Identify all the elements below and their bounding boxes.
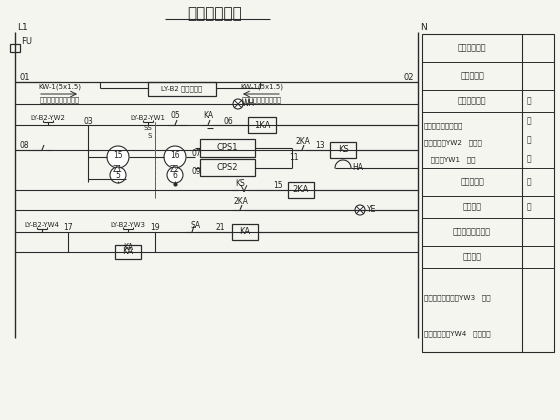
Text: 2KA: 2KA	[293, 186, 309, 194]
Bar	[288, 182, 314, 198]
Text: 时间继电器: 时间继电器	[460, 178, 484, 186]
Text: 备用泵自投继电器: 备用泵自投继电器	[453, 228, 491, 236]
Bar	[248, 117, 276, 133]
Text: 回: 回	[527, 178, 531, 186]
Bar	[232, 224, 258, 240]
Text: 液位控制原理: 液位控制原理	[188, 6, 242, 21]
Text: 19: 19	[150, 223, 160, 233]
Text: 路: 路	[527, 202, 531, 212]
Text: Z1: Z1	[113, 165, 123, 174]
Text: 至低位水箱液位传感器: 至低位水箱液位传感器	[40, 97, 80, 103]
Text: 停泵，高水位YW4   联锁解除: 停泵，高水位YW4 联锁解除	[424, 331, 491, 337]
Text: N: N	[420, 24, 427, 32]
Text: 控制电源保护: 控制电源保护	[458, 44, 486, 52]
Text: S: S	[148, 133, 152, 139]
Text: 09: 09	[191, 166, 201, 176]
Text: SA: SA	[191, 220, 201, 229]
Text: 11: 11	[290, 153, 298, 163]
Text: 事故音响: 事故音响	[463, 202, 482, 212]
Text: 2KA: 2KA	[296, 136, 310, 145]
Text: 08: 08	[19, 141, 29, 150]
Bar	[422, 34, 554, 352]
Text: 事故信号: 事故信号	[463, 252, 482, 262]
Text: 02: 02	[404, 74, 414, 82]
Text: LY-B2-YW3: LY-B2-YW3	[110, 222, 146, 228]
Text: 03: 03	[83, 116, 93, 126]
Text: 1KA: 1KA	[254, 121, 270, 129]
Text: KW-1(5x1.5): KW-1(5x1.5)	[39, 84, 82, 90]
Text: 控制电源显示: 控制电源显示	[458, 97, 486, 105]
Circle shape	[355, 205, 365, 215]
Text: HA: HA	[352, 163, 363, 173]
Text: LY-B2-YW4: LY-B2-YW4	[25, 222, 59, 228]
Text: YE: YE	[367, 205, 377, 215]
Text: 6: 6	[172, 171, 178, 179]
Circle shape	[167, 167, 183, 183]
Text: 至高位水箱液位传感器: 至高位水箱液位传感器	[242, 97, 282, 103]
Text: KA: KA	[240, 228, 250, 236]
Text: LY-B2-YW2: LY-B2-YW2	[31, 115, 66, 121]
Bar	[148, 82, 216, 96]
Text: SS: SS	[143, 125, 152, 131]
Text: 5: 5	[115, 171, 120, 179]
Text: CPS1: CPS1	[216, 144, 238, 152]
Text: 水箱低水位YW2   开泵）: 水箱低水位YW2 开泵）	[424, 139, 482, 146]
Text: 01: 01	[19, 74, 30, 82]
Text: KA: KA	[123, 244, 133, 252]
Circle shape	[107, 146, 129, 168]
Text: 水: 水	[527, 97, 531, 105]
Text: 高水位YW1   停泵: 高水位YW1 停泵	[424, 156, 475, 163]
Text: 液位控制仪: 液位控制仪	[460, 71, 484, 81]
Text: FU: FU	[21, 37, 32, 47]
Text: KW-1(5x1.5): KW-1(5x1.5)	[240, 84, 283, 90]
Text: LY-B2-YW1: LY-B2-YW1	[130, 115, 166, 121]
Text: 06: 06	[223, 116, 233, 126]
Bar	[10, 44, 20, 52]
Bar	[330, 142, 356, 158]
Text: 低位水箱下限水位YW3   联锁: 低位水箱下限水位YW3 联锁	[424, 294, 491, 301]
Text: 2KA: 2KA	[234, 197, 249, 205]
Text: KA: KA	[123, 247, 134, 257]
Text: L1: L1	[17, 24, 28, 32]
Text: KS: KS	[235, 178, 245, 187]
Text: LY-B2 液位控制仪: LY-B2 液位控制仪	[161, 86, 203, 92]
Text: 控: 控	[527, 136, 531, 144]
Circle shape	[233, 99, 243, 109]
Text: 水位自动控制（高位: 水位自动控制（高位	[424, 122, 463, 129]
Text: KS: KS	[338, 145, 348, 155]
Text: 21: 21	[215, 223, 225, 233]
Text: WH: WH	[241, 99, 255, 108]
Text: CPS2: CPS2	[216, 163, 238, 173]
Text: 15: 15	[273, 181, 283, 191]
Text: 位: 位	[527, 117, 531, 126]
Text: KA: KA	[203, 111, 213, 121]
Text: 制: 制	[527, 154, 531, 163]
Text: 07: 07	[191, 149, 201, 158]
Bar	[200, 139, 255, 157]
Bar	[200, 159, 255, 176]
Bar	[115, 245, 141, 259]
Text: 05: 05	[170, 111, 180, 121]
Text: 15: 15	[113, 150, 123, 160]
Circle shape	[110, 167, 126, 183]
Text: 17: 17	[63, 223, 73, 233]
Text: Z2: Z2	[170, 165, 180, 174]
Text: 16: 16	[170, 150, 180, 160]
Text: 13: 13	[315, 142, 325, 150]
Circle shape	[164, 146, 186, 168]
